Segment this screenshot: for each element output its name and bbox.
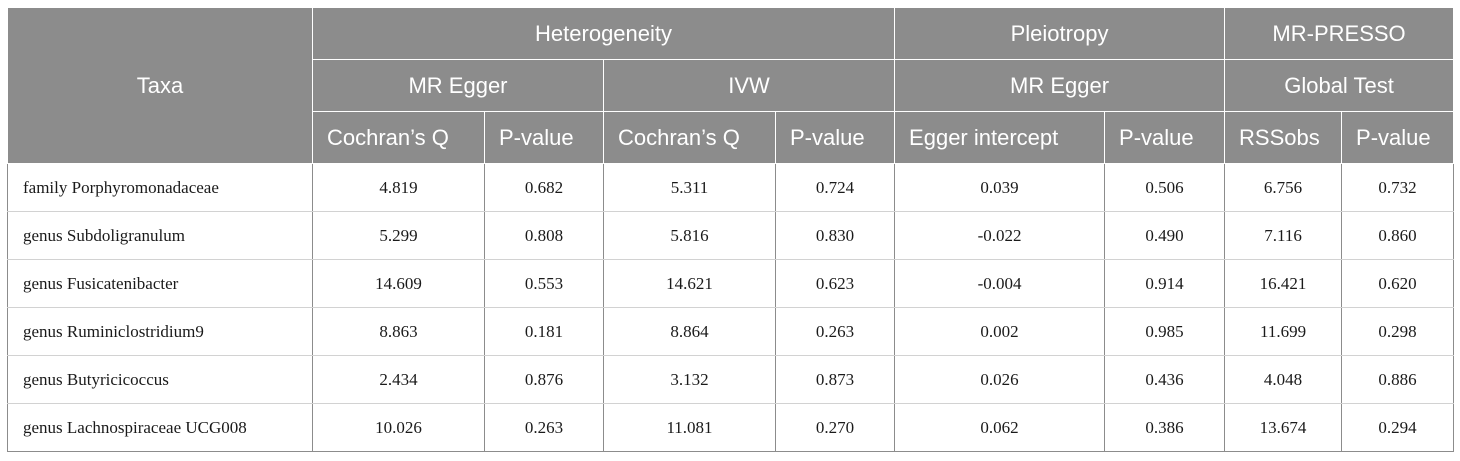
value-cell: 11.081 — [603, 403, 776, 452]
value-cell: 10.026 — [312, 403, 485, 452]
value-cell: 14.621 — [603, 259, 776, 308]
value-cell: 0.873 — [775, 355, 896, 404]
value-cell: 0.553 — [484, 259, 604, 308]
value-cell: 2.434 — [312, 355, 485, 404]
value-cell: 13.674 — [1224, 403, 1343, 452]
results-table-container: Taxa Heterogeneity Pleiotropy MR-PRESSO … — [7, 7, 1455, 452]
table-row: family Porphyromonadaceae 4.819 0.682 5.… — [7, 163, 1455, 212]
value-cell: 3.132 — [603, 355, 776, 404]
value-cell: 5.311 — [603, 163, 776, 212]
column-header: P-value — [1341, 111, 1455, 164]
value-cell: 0.914 — [1104, 259, 1226, 308]
value-cell: 0.298 — [1341, 307, 1455, 356]
value-cell: 0.724 — [775, 163, 896, 212]
table-header: Taxa Heterogeneity Pleiotropy MR-PRESSO … — [7, 7, 1455, 164]
value-cell: 0.002 — [894, 307, 1106, 356]
value-cell: 0.039 — [894, 163, 1106, 212]
value-cell: 4.048 — [1224, 355, 1343, 404]
column-header: RSSobs — [1224, 111, 1343, 164]
table-row: genus Lachnospiraceae UCG008 10.026 0.26… — [7, 403, 1455, 452]
value-cell: 16.421 — [1224, 259, 1343, 308]
column-header: Cochran’s Q — [603, 111, 776, 164]
value-cell: 6.756 — [1224, 163, 1343, 212]
taxa-cell: genus Ruminiclostridium9 — [7, 307, 313, 356]
value-cell: 0.506 — [1104, 163, 1226, 212]
table-row: genus Ruminiclostridium9 8.863 0.181 8.8… — [7, 307, 1455, 356]
value-cell: 0.436 — [1104, 355, 1226, 404]
value-cell: 0.620 — [1341, 259, 1455, 308]
value-cell: 0.062 — [894, 403, 1106, 452]
value-cell: 0.860 — [1341, 211, 1455, 260]
taxa-header: Taxa — [7, 7, 313, 164]
value-cell: 0.263 — [484, 403, 604, 452]
value-cell: -0.022 — [894, 211, 1106, 260]
value-cell: 0.985 — [1104, 307, 1226, 356]
column-header: P-value — [774, 111, 896, 164]
value-cell: 0.623 — [775, 259, 896, 308]
column-header: P-value — [1104, 111, 1226, 164]
heterogeneity-header: Heterogeneity — [311, 7, 896, 60]
value-cell: -0.004 — [894, 259, 1106, 308]
taxa-cell: genus Butyricicoccus — [7, 355, 313, 404]
value-cell: 8.863 — [312, 307, 485, 356]
table-row: genus Fusicatenibacter 14.609 0.553 14.6… — [7, 259, 1455, 308]
value-cell: 0.490 — [1104, 211, 1226, 260]
mr-presso-header: MR-PRESSO — [1224, 7, 1455, 60]
header-row-columns: Cochran’s Q P-value Cochran’s Q P-value … — [8, 111, 1455, 164]
taxa-cell: genus Subdoligranulum — [7, 211, 313, 260]
value-cell: 0.808 — [484, 211, 604, 260]
header-row-group: Taxa Heterogeneity Pleiotropy MR-PRESSO — [7, 7, 1455, 164]
value-cell: 0.682 — [484, 163, 604, 212]
value-cell: 4.819 — [312, 163, 485, 212]
table-row: genus Butyricicoccus 2.434 0.876 3.132 0… — [7, 355, 1455, 404]
mr-egger-heterogeneity-header: MR Egger — [312, 59, 604, 112]
value-cell: 0.026 — [894, 355, 1106, 404]
value-cell: 7.116 — [1224, 211, 1343, 260]
value-cell: 5.816 — [603, 211, 776, 260]
value-cell: 0.181 — [484, 307, 604, 356]
value-cell: 0.386 — [1104, 403, 1226, 452]
results-table: Taxa Heterogeneity Pleiotropy MR-PRESSO … — [7, 7, 1455, 452]
taxa-cell: family Porphyromonadaceae — [7, 163, 313, 212]
value-cell: 8.864 — [603, 307, 776, 356]
value-cell: 0.294 — [1341, 403, 1455, 452]
value-cell: 0.270 — [775, 403, 896, 452]
table-body: family Porphyromonadaceae 4.819 0.682 5.… — [7, 163, 1455, 452]
pleiotropy-header: Pleiotropy — [894, 7, 1226, 60]
header-row-subgroup: MR Egger IVW MR Egger Global Test — [8, 59, 1455, 112]
ivw-header: IVW — [602, 59, 896, 112]
global-test-header: Global Test — [1224, 59, 1455, 112]
column-header: Egger intercept — [894, 111, 1106, 164]
taxa-cell: genus Fusicatenibacter — [7, 259, 313, 308]
taxa-cell: genus Lachnospiraceae UCG008 — [7, 403, 313, 452]
value-cell: 0.830 — [775, 211, 896, 260]
column-header: Cochran’s Q — [312, 111, 485, 164]
value-cell: 0.732 — [1341, 163, 1455, 212]
table-row: genus Subdoligranulum 5.299 0.808 5.816 … — [7, 211, 1455, 260]
mr-egger-pleiotropy-header: MR Egger — [894, 59, 1226, 112]
column-header: P-value — [484, 111, 604, 164]
value-cell: 11.699 — [1224, 307, 1343, 356]
value-cell: 14.609 — [312, 259, 485, 308]
value-cell: 0.876 — [484, 355, 604, 404]
value-cell: 0.263 — [775, 307, 896, 356]
value-cell: 5.299 — [312, 211, 485, 260]
value-cell: 0.886 — [1341, 355, 1455, 404]
